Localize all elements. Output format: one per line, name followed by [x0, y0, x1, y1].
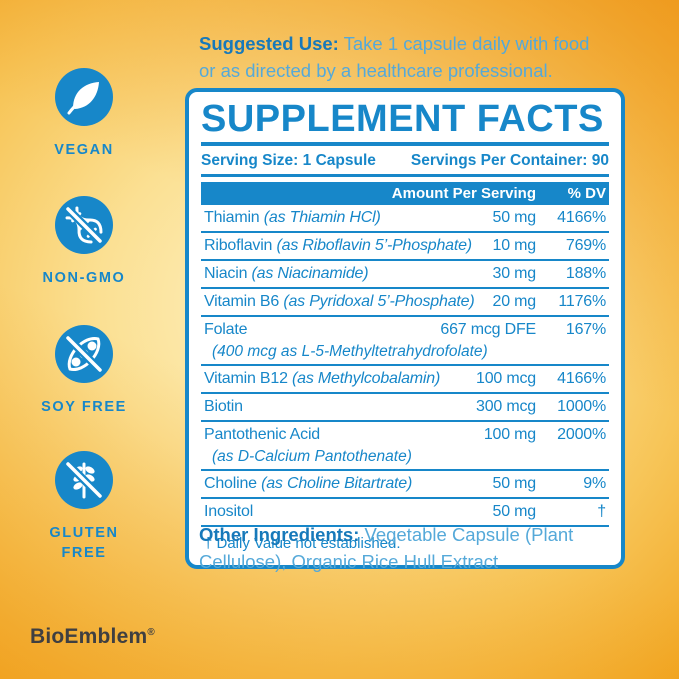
nutrient-amount: 50 mg — [492, 475, 537, 492]
other-ingredients-label: Other Ingredients: — [199, 524, 360, 545]
registered-mark: ® — [147, 627, 155, 638]
nutrient-amount: 50 mg — [492, 209, 537, 226]
fact-row: Thiamin (as Thiamin HCl) 50 mg 4166% — [201, 205, 609, 233]
suggested-use-line1: Suggested Use: Take 1 capsule daily with… — [199, 33, 590, 54]
other-ingredients-line1: Other Ingredients: Vegetable Capsule (Pl… — [199, 524, 574, 545]
fact-row: Vitamin B12 (as Methylcobalamin) 100 mcg 4… — [201, 366, 609, 394]
nutrient-form-subline: (400 mcg as L-5-Methyltetrahydrofolate) — [212, 343, 488, 360]
nutrient-amount: 50 mg — [492, 503, 537, 520]
fact-row: Inositol 50 mg † — [201, 499, 609, 527]
badge-gluten-free: GLUTEN FREE — [26, 451, 142, 563]
divider — [201, 174, 609, 177]
leaf-icon — [55, 68, 113, 126]
facts-header-bar: Amount Per Serving % DV — [201, 182, 609, 205]
nutrient-name: Vitamin B12 (as Methylcobalamin) — [204, 370, 441, 387]
nutrient-dv: 4166% — [557, 370, 606, 387]
fact-row: Riboflavin (as Riboflavin 5’-Phosphate) 1… — [201, 233, 609, 261]
badge-soy-free-label: SOY FREE — [41, 399, 127, 415]
nutrient-name: Vitamin B6 (as Pyridoxal 5’-Phosphate) — [204, 293, 475, 310]
nutrient-dv: 769% — [565, 237, 606, 254]
amount-column-header: Amount Per Serving — [391, 185, 536, 202]
suggested-use-label: Suggested Use: — [199, 33, 339, 54]
other-ingredients: Other Ingredients: Vegetable Capsule (Pl… — [199, 521, 619, 575]
nutrient-dv: 2000% — [557, 426, 606, 443]
serving-size: Serving Size: 1 Capsule — [201, 152, 376, 169]
supplement-facts-panel: SUPPLEMENT FACTS Serving Size: 1 Capsule… — [185, 88, 625, 569]
nutrient-form-subline: (as D-Calcium Pantothenate) — [212, 448, 412, 465]
nutrient-dv: 4166% — [557, 209, 606, 226]
nutrient-dv: 1000% — [557, 398, 606, 415]
nutrient-name: Inositol — [204, 503, 254, 520]
divider — [201, 142, 609, 146]
serving-info: Serving Size: 1 Capsule Servings Per Con… — [201, 149, 609, 173]
nutrient-amount: 667 mcg DFE — [440, 321, 536, 338]
fact-row: Pantothenic Acid 100 mg 2000% (as D-Calcium… — [201, 422, 609, 471]
nutrient-name: Biotin — [204, 398, 243, 415]
dv-column-header: % DV — [567, 185, 606, 202]
nutrient-amount: 100 mcg — [476, 370, 536, 387]
dna-crossed-icon — [55, 196, 113, 254]
servings-per-container: Servings Per Container: 90 — [410, 152, 609, 169]
wheat-crossed-icon — [55, 451, 113, 509]
panel-title: SUPPLEMENT FACTS — [201, 98, 604, 140]
brand-logo: BioEmblem® — [30, 625, 155, 648]
badge-gluten-free-label: GLUTEN FREE — [49, 525, 119, 561]
dv-footnote: † Daily Value not established. — [204, 535, 401, 552]
nutrient-name: Riboflavin (as Riboflavin 5’-Phosphate) — [204, 237, 472, 254]
soybean-crossed-icon — [55, 325, 113, 383]
fact-row: Choline (as Choline Bitartrate) 50 mg 9% — [201, 471, 609, 499]
facts-rows: Thiamin (as Thiamin HCl) 50 mg 4166% Ribofl… — [201, 205, 609, 527]
suggested-use: Suggested Use: Take 1 capsule daily with… — [199, 30, 623, 84]
badge-soy-free: SOY FREE — [26, 325, 142, 417]
fact-row: Vitamin B6 (as Pyridoxal 5’-Phosphate) 20… — [201, 289, 609, 317]
nutrient-amount: 300 mcg — [476, 398, 536, 415]
nutrient-name: Niacin (as Niacinamide) — [204, 265, 369, 282]
nutrient-amount: 30 mg — [492, 265, 537, 282]
nutrient-dv: 9% — [583, 475, 606, 492]
nutrient-amount: 100 mg — [483, 426, 536, 443]
suggested-use-line2: or as directed by a healthcare professio… — [199, 60, 553, 81]
fact-row: Niacin (as Niacinamide) 30 mg 188% — [201, 261, 609, 289]
other-ingredients-line2: Cellulose), Organic Rice Hull Extract — [199, 551, 499, 572]
fact-row: Folate 667 mcg DFE 167% (400 mcg as L-5-Met… — [201, 317, 609, 366]
badge-non-gmo-label: NON-GMO — [42, 270, 126, 286]
fact-row: Biotin 300 mcg 1000% — [201, 394, 609, 422]
badge-vegan: VEGAN — [26, 68, 142, 160]
nutrient-dv: 188% — [565, 265, 606, 282]
nutrient-dv: 1176% — [558, 293, 606, 310]
badge-non-gmo: NON-GMO — [26, 196, 142, 288]
nutrient-name: Folate — [204, 321, 248, 338]
nutrient-name: Thiamin (as Thiamin HCl) — [204, 209, 381, 226]
nutrient-name: Choline (as Choline Bitartrate) — [204, 475, 413, 492]
badge-vegan-label: VEGAN — [54, 142, 114, 158]
nutrient-amount: 10 mg — [492, 237, 537, 254]
nutrient-dv: † — [597, 503, 606, 520]
nutrient-name: Pantothenic Acid — [204, 426, 320, 443]
nutrient-amount: 20 mg — [492, 293, 537, 310]
nutrient-dv: 167% — [565, 321, 606, 338]
